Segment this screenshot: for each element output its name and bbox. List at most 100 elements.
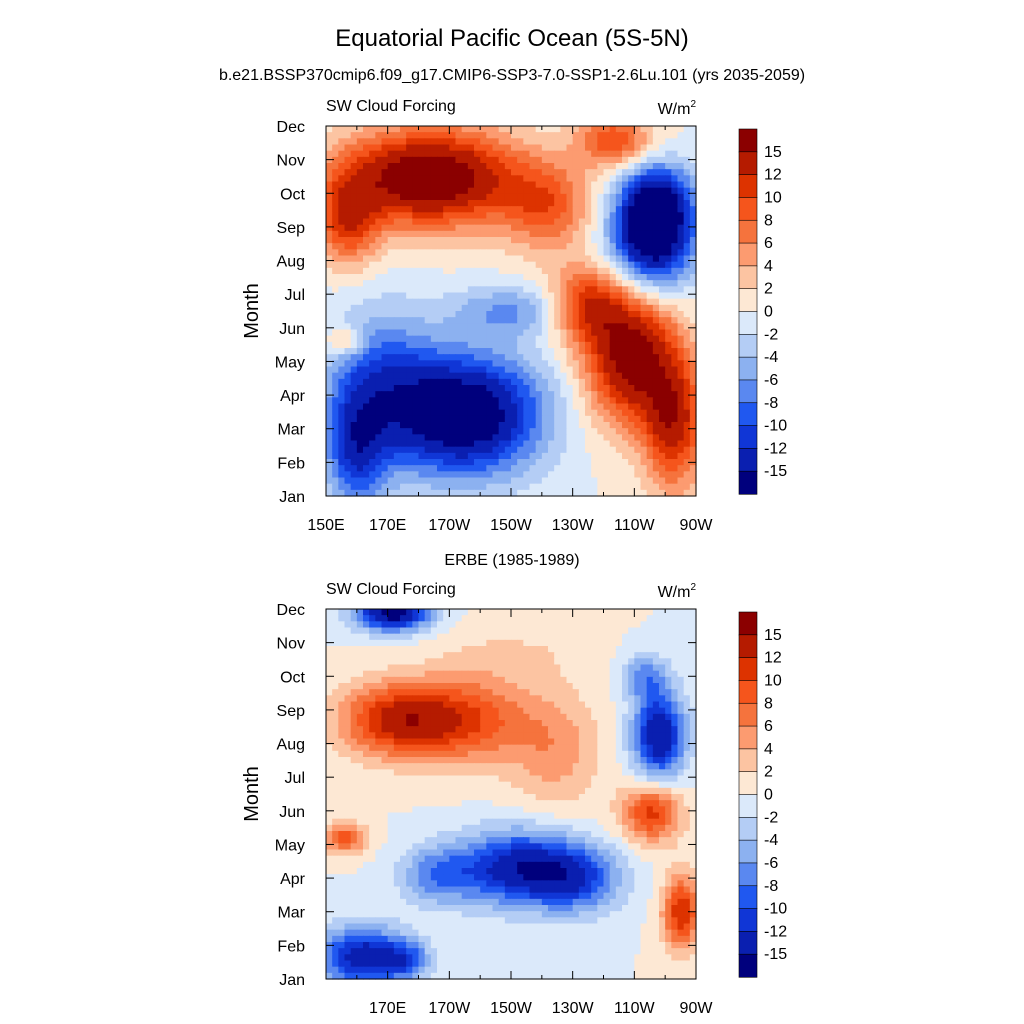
heatmap-cell bbox=[585, 163, 592, 170]
heatmap-cell bbox=[492, 621, 500, 629]
heatmap-cell bbox=[369, 459, 376, 466]
heatmap-cell bbox=[671, 187, 679, 195]
heatmap-cell bbox=[492, 615, 500, 622]
heatmap-cell bbox=[412, 366, 420, 374]
heatmap-cell bbox=[683, 378, 691, 386]
heatmap-cell bbox=[369, 175, 376, 183]
heatmap-cell bbox=[375, 609, 383, 616]
heatmap-cell bbox=[498, 267, 506, 275]
heatmap-cell bbox=[541, 286, 549, 294]
heatmap-cell bbox=[344, 720, 352, 727]
heatmap-cell bbox=[400, 652, 407, 659]
heatmap-cell bbox=[443, 200, 450, 207]
heatmap-cell bbox=[591, 341, 598, 349]
heatmap-cell bbox=[628, 695, 635, 703]
heatmap-cell bbox=[369, 200, 376, 207]
heatmap-cell bbox=[412, 206, 420, 213]
heatmap-cell bbox=[615, 428, 623, 435]
heatmap-cell bbox=[455, 286, 463, 294]
heatmap-cell bbox=[677, 732, 685, 740]
heatmap-cell bbox=[511, 434, 518, 442]
heatmap-cell bbox=[418, 175, 426, 183]
heatmap-cell bbox=[406, 391, 413, 398]
heatmap-cell bbox=[572, 132, 580, 139]
heatmap-cell bbox=[492, 639, 500, 647]
heatmap-cell bbox=[683, 200, 691, 207]
heatmap-cell bbox=[381, 292, 389, 300]
heatmap-cell bbox=[622, 609, 629, 616]
heatmap-cell bbox=[338, 701, 346, 709]
heatmap-cell bbox=[486, 459, 494, 466]
heatmap-cell bbox=[517, 212, 524, 220]
heatmap-cell bbox=[597, 726, 605, 733]
heatmap-cell bbox=[332, 609, 339, 616]
heatmap-cell bbox=[683, 354, 691, 361]
heatmap-cell bbox=[381, 200, 389, 207]
heatmap-cell bbox=[393, 255, 401, 263]
heatmap-cell bbox=[430, 175, 438, 183]
heatmap-cell bbox=[455, 646, 463, 653]
heatmap-cell bbox=[597, 261, 605, 269]
heatmap-cell bbox=[492, 646, 500, 653]
heatmap-cell bbox=[659, 366, 666, 374]
heatmap-cell bbox=[387, 652, 395, 659]
heatmap-cell bbox=[418, 292, 426, 300]
heatmap-cell bbox=[393, 187, 401, 195]
heatmap-cell bbox=[492, 676, 500, 684]
heatmap-cell bbox=[566, 489, 574, 497]
heatmap-cell bbox=[455, 163, 463, 170]
heatmap-cell bbox=[578, 403, 586, 411]
heatmap-cell bbox=[646, 701, 654, 709]
heatmap-cell bbox=[381, 335, 389, 343]
heatmap-cell bbox=[375, 627, 383, 635]
heatmap-cell bbox=[498, 181, 506, 189]
heatmap-cell bbox=[412, 732, 420, 740]
heatmap-cell bbox=[498, 206, 506, 213]
heatmap-cell bbox=[517, 422, 524, 429]
heatmap-cell bbox=[566, 415, 574, 423]
heatmap-cell bbox=[393, 726, 401, 733]
heatmap-cell bbox=[387, 341, 395, 349]
heatmap-cell bbox=[523, 169, 531, 176]
heatmap-cell bbox=[480, 360, 487, 368]
heatmap-cell bbox=[640, 329, 648, 337]
heatmap-cell bbox=[597, 689, 605, 696]
heatmap-cell bbox=[344, 434, 352, 442]
heatmap-cell bbox=[634, 126, 642, 133]
heatmap-cell bbox=[363, 163, 370, 170]
heatmap-cell bbox=[683, 249, 691, 257]
heatmap-cell bbox=[406, 193, 413, 201]
heatmap-cell bbox=[474, 150, 481, 158]
heatmap-cell bbox=[591, 372, 598, 380]
heatmap-cell bbox=[504, 304, 512, 312]
heatmap-cell bbox=[529, 615, 537, 622]
heatmap-cell bbox=[498, 633, 506, 641]
heatmap-cell bbox=[665, 267, 672, 275]
heatmap-cell bbox=[430, 224, 438, 232]
heatmap-cell bbox=[665, 664, 672, 672]
heatmap-cell bbox=[369, 224, 376, 232]
heatmap-cell bbox=[517, 639, 524, 647]
heatmap-cell bbox=[356, 218, 364, 226]
heatmap-cell bbox=[449, 317, 457, 324]
colorbar-label: 10 bbox=[764, 189, 782, 206]
heatmap-cell bbox=[480, 713, 487, 721]
heatmap-cell bbox=[412, 255, 420, 263]
heatmap-cell bbox=[406, 477, 413, 485]
heatmap-cell bbox=[332, 181, 339, 189]
heatmap-cell bbox=[671, 452, 679, 460]
heatmap-cell bbox=[665, 713, 672, 721]
heatmap-cell bbox=[566, 409, 574, 417]
heatmap-cell bbox=[474, 292, 481, 300]
heatmap-cell bbox=[585, 720, 592, 727]
heatmap-cell bbox=[363, 615, 370, 622]
heatmap-cell bbox=[529, 726, 537, 733]
heatmap-cell bbox=[591, 471, 598, 479]
heatmap-cell bbox=[640, 200, 648, 207]
heatmap-cell bbox=[412, 483, 420, 491]
heatmap-cell bbox=[418, 206, 426, 213]
heatmap-cell bbox=[492, 707, 500, 715]
heatmap-cell bbox=[449, 249, 457, 257]
heatmap-cell bbox=[326, 452, 333, 460]
heatmap-cell bbox=[529, 452, 537, 460]
